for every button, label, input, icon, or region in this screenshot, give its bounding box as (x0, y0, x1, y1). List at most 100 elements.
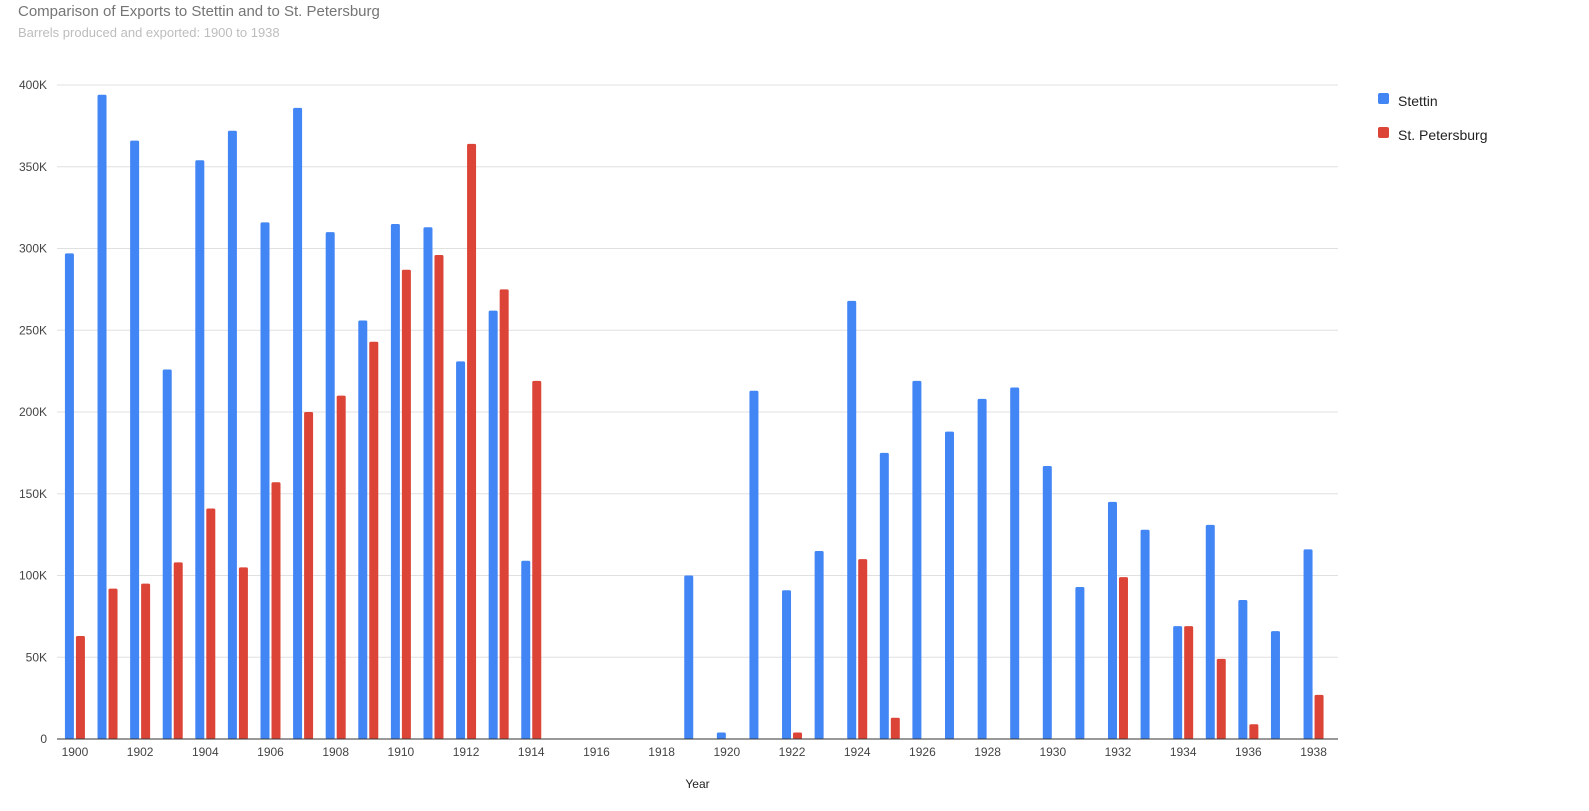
bar-st-petersburg-1907[interactable] (304, 412, 314, 739)
bar-stettin-1903[interactable] (162, 369, 172, 739)
x-axis-ticks: 1900 1902 1904 1906 1908 1910 1912 1914 1916 1918… (62, 745, 1328, 759)
x-tick-label: 1932 (1105, 745, 1132, 759)
y-tick-label: 100K (19, 569, 47, 583)
bar-stettin-1932[interactable] (1107, 501, 1117, 739)
bar-stettin-1924[interactable] (847, 300, 857, 739)
bar-stettin-1923[interactable] (814, 550, 824, 739)
bar-stettin-1900[interactable] (64, 253, 74, 739)
bar-stettin-1904[interactable] (195, 160, 205, 739)
bar-stettin-1902[interactable] (130, 140, 140, 740)
x-tick-label: 1938 (1300, 745, 1327, 759)
bar-st-petersburg-1909[interactable] (369, 341, 379, 739)
bar-st-petersburg-1911[interactable] (434, 255, 444, 740)
legend-label-st-petersburg: St. Petersburg (1398, 127, 1488, 143)
bar-stettin-1912[interactable] (456, 361, 466, 739)
bar-st-petersburg-1903[interactable] (173, 562, 183, 739)
x-tick-label: 1900 (62, 745, 89, 759)
bar-stettin-1906[interactable] (260, 222, 270, 740)
bars (64, 94, 1324, 740)
bar-st-petersburg-1908[interactable] (336, 395, 346, 739)
bar-stettin-1908[interactable] (325, 232, 335, 739)
x-tick-label: 1906 (257, 745, 284, 759)
bar-stettin-1930[interactable] (1042, 465, 1052, 739)
bar-st-petersburg-1905[interactable] (238, 567, 248, 739)
bar-st-petersburg-1925[interactable] (890, 717, 900, 739)
bar-stettin-1934[interactable] (1173, 626, 1183, 739)
bar-st-petersburg-1922[interactable] (793, 732, 803, 739)
x-tick-label: 1930 (1039, 745, 1066, 759)
bar-st-petersburg-1934[interactable] (1184, 626, 1194, 739)
y-tick-label: 50K (26, 650, 47, 664)
bar-stettin-1922[interactable] (782, 590, 792, 739)
bar-stettin-1901[interactable] (97, 94, 107, 739)
legend-swatch-stettin (1378, 92, 1389, 104)
x-tick-label: 1914 (518, 745, 545, 759)
legend-item-st-petersburg[interactable]: St. Petersburg (1378, 118, 1488, 152)
x-tick-label: 1918 (648, 745, 675, 759)
bar-stettin-1911[interactable] (423, 227, 433, 739)
y-tick-label: 200K (19, 405, 47, 419)
legend-item-stettin[interactable]: Stettin (1378, 84, 1488, 118)
bar-stettin-1910[interactable] (390, 223, 400, 740)
bar-st-petersburg-1924[interactable] (858, 559, 868, 739)
legend-label-stettin: Stettin (1398, 93, 1438, 109)
bar-stettin-1919[interactable] (684, 575, 694, 740)
bar-stettin-1905[interactable] (227, 130, 237, 739)
y-tick-label: 300K (19, 242, 47, 256)
bar-stettin-1928[interactable] (977, 398, 987, 739)
y-tick-label: 150K (19, 487, 47, 501)
legend-swatch-st-petersburg (1378, 126, 1389, 138)
x-tick-label: 1904 (192, 745, 219, 759)
legend: Stettin St. Petersburg (1378, 84, 1488, 152)
bar-st-petersburg-1932[interactable] (1118, 577, 1128, 739)
bar-stettin-1913[interactable] (488, 310, 498, 739)
x-tick-label: 1902 (127, 745, 154, 759)
chart-title: Comparison of Exports to Stettin and to … (18, 3, 380, 20)
x-tick-label: 1920 (713, 745, 740, 759)
bar-stettin-1936[interactable] (1238, 600, 1248, 739)
bar-stettin-1933[interactable] (1140, 529, 1150, 739)
bar-st-petersburg-1914[interactable] (532, 380, 542, 739)
bar-stettin-1926[interactable] (912, 380, 922, 739)
chart-subtitle: Barrels produced and exported: 1900 to 1… (18, 25, 280, 40)
bar-stettin-1927[interactable] (945, 431, 955, 739)
bar-st-petersburg-1936[interactable] (1249, 724, 1259, 739)
bar-st-petersburg-1904[interactable] (206, 508, 216, 739)
y-axis-ticks: 0 50K 100K 150K 200K 250K 300K 350K 400K (19, 78, 47, 746)
bar-st-petersburg-1913[interactable] (499, 289, 509, 739)
bar-stettin-1907[interactable] (293, 107, 303, 739)
bar-st-petersburg-1901[interactable] (108, 588, 118, 739)
bar-stettin-1929[interactable] (1010, 387, 1020, 739)
x-tick-label: 1910 (388, 745, 415, 759)
x-tick-label: 1928 (974, 745, 1001, 759)
bar-st-petersburg-1902[interactable] (141, 583, 151, 739)
y-tick-label: 400K (19, 78, 47, 92)
bar-st-petersburg-1900[interactable] (75, 635, 85, 739)
x-tick-label: 1922 (779, 745, 806, 759)
bar-st-petersburg-1906[interactable] (271, 482, 281, 739)
bar-stettin-1937[interactable] (1270, 631, 1280, 739)
bar-stettin-1914[interactable] (521, 560, 531, 739)
y-tick-label: 350K (19, 160, 47, 174)
x-tick-label: 1908 (322, 745, 349, 759)
x-tick-label: 1924 (844, 745, 871, 759)
bar-stettin-1938[interactable] (1303, 549, 1313, 739)
x-axis-title: Year (685, 777, 709, 791)
bar-stettin-1925[interactable] (879, 452, 889, 739)
bar-stettin-1935[interactable] (1205, 524, 1215, 739)
x-tick-label: 1912 (453, 745, 480, 759)
bar-stettin-1931[interactable] (1075, 586, 1085, 739)
x-tick-label: 1916 (583, 745, 610, 759)
bar-stettin-1921[interactable] (749, 390, 759, 739)
y-tick-label: 0 (40, 732, 47, 746)
bar-st-petersburg-1938[interactable] (1314, 694, 1324, 739)
bar-st-petersburg-1935[interactable] (1216, 658, 1226, 739)
bar-stettin-1920[interactable] (716, 732, 726, 739)
y-tick-label: 250K (19, 323, 47, 337)
x-tick-label: 1926 (909, 745, 936, 759)
bar-st-petersburg-1912[interactable] (467, 143, 477, 740)
bar-stettin-1909[interactable] (358, 320, 368, 739)
bar-st-petersburg-1910[interactable] (401, 269, 411, 739)
x-tick-label: 1934 (1170, 745, 1197, 759)
